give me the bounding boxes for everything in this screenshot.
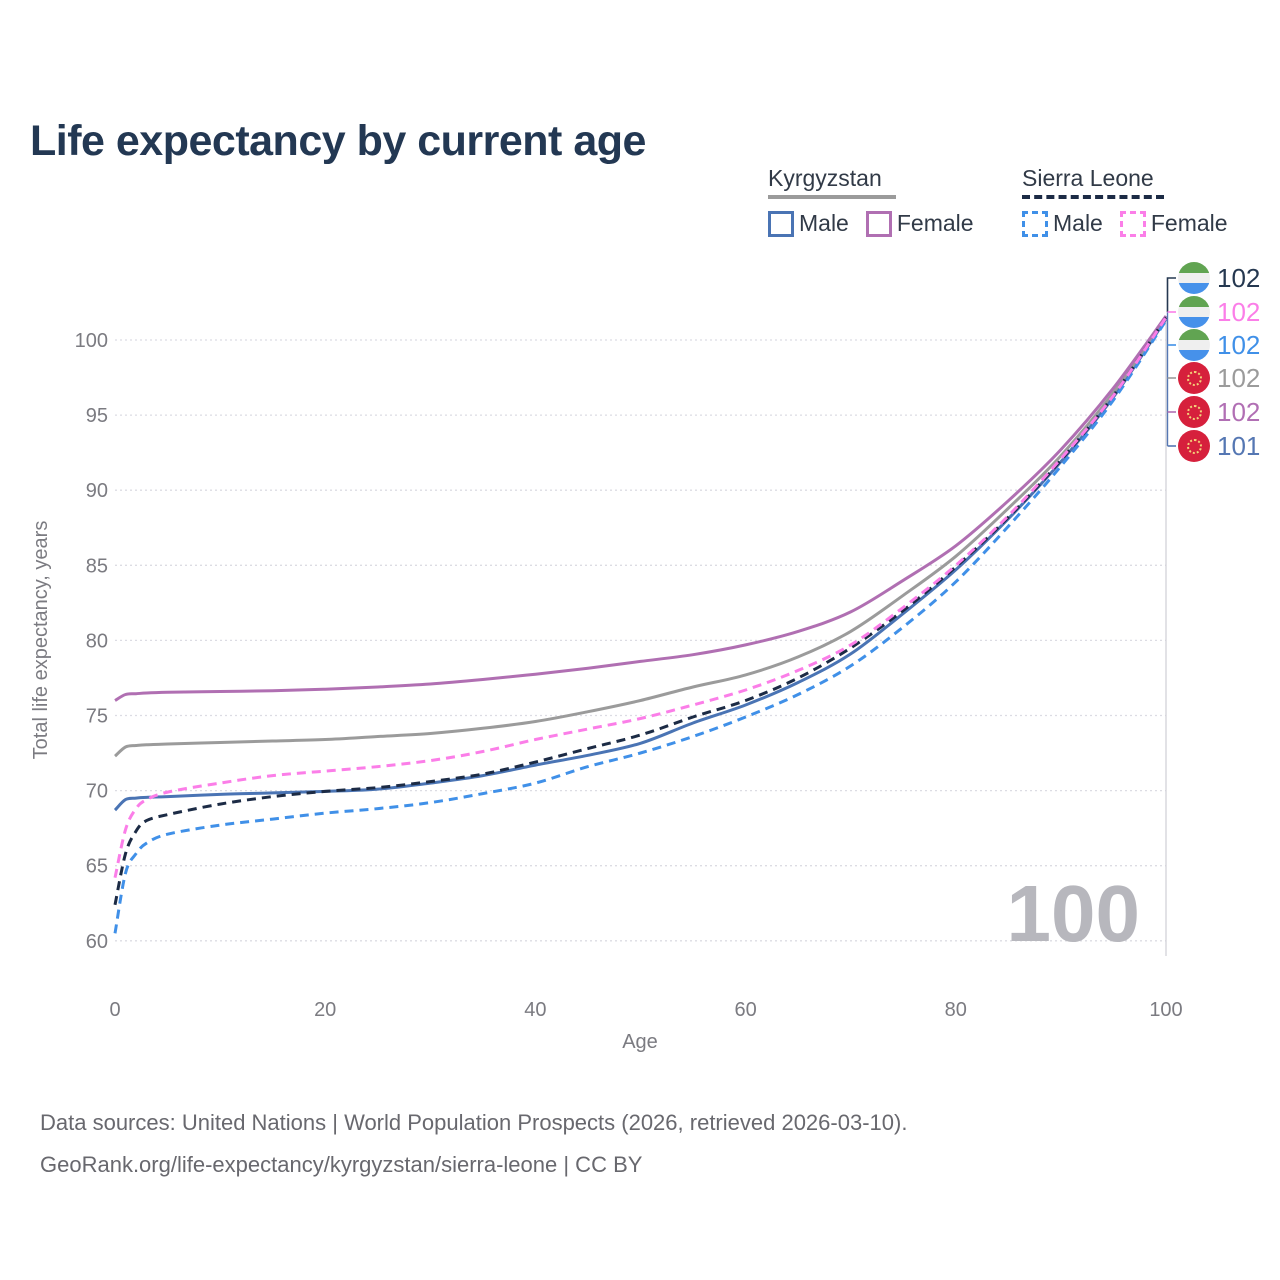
- kyrgyzstan-sun-icon: [1187, 405, 1202, 420]
- end-value-kyrgyzstan-both: 102: [1217, 362, 1261, 393]
- legend-label-sierra-leone-female: Female: [1150, 210, 1228, 236]
- kyrgyzstan-flag-icon: [1178, 396, 1210, 428]
- x-tick-80: 80: [945, 999, 967, 1021]
- y-axis-title: Total life expectancy, years: [30, 521, 52, 760]
- x-tick-0: 0: [109, 999, 120, 1021]
- y-tick-60: 60: [86, 931, 108, 953]
- kyrgyzstan-male-swatch-icon: [768, 210, 794, 237]
- sierra-leone-line-style-swatch: [1022, 195, 1164, 199]
- sierra-leone-male-swatch-icon: [1022, 210, 1048, 237]
- kyrgyzstan-sun-icon: [1187, 371, 1202, 386]
- legend-toggle-kyrgyzstan-male[interactable]: Male: [768, 210, 849, 237]
- end-label-row-sierra-leone-male[interactable]: 102: [1178, 329, 1260, 361]
- series-line-sierra-leone-both[interactable]: [113, 316, 1168, 906]
- legend-group-sierra-leone: Sierra Leone Male Female: [1022, 165, 1245, 237]
- series-line-kyrgyzstan-both[interactable]: [113, 316, 1168, 758]
- legend-label-kyrgyzstan-male: Male: [799, 210, 849, 236]
- end-label-row-kyrgyzstan-both[interactable]: 102: [1178, 362, 1260, 394]
- legend-toggle-sierra-leone-female[interactable]: Female: [1119, 210, 1228, 237]
- x-tick-60: 60: [734, 999, 756, 1021]
- end-label-row-kyrgyzstan-female[interactable]: 102: [1178, 396, 1260, 428]
- series-line-kyrgyzstan-male[interactable]: [113, 318, 1168, 812]
- end-value-kyrgyzstan-female: 102: [1217, 396, 1261, 427]
- legend-label-sierra-leone-male: Male: [1053, 210, 1103, 236]
- y-tick-85: 85: [86, 555, 108, 577]
- end-value-sierra-leone-male: 102: [1217, 329, 1261, 360]
- x-tick-100: 100: [1149, 999, 1182, 1021]
- kyrgyzstan-flag-icon: [1178, 430, 1210, 462]
- sierra-leone-female-swatch-icon: [1119, 210, 1146, 237]
- current-age-watermark: 100: [1007, 869, 1140, 958]
- data-sources-note: Data sources: United Nations | World Pop…: [40, 1110, 908, 1135]
- legend-group-kyrgyzstan: Kyrgyzstan Male Female: [768, 165, 991, 237]
- legend-toggle-kyrgyzstan-female[interactable]: Female: [865, 210, 974, 237]
- kyrgyzstan-female-swatch-icon: [865, 210, 892, 237]
- kyrgyzstan-flag-icon: [1178, 362, 1210, 394]
- series-line-kyrgyzstan-female[interactable]: [114, 315, 1168, 702]
- leader-top-bracket: [1166, 277, 1176, 312]
- end-value-sierra-leone-both: 102: [1217, 262, 1261, 293]
- x-tick-40: 40: [524, 999, 546, 1021]
- y-tick-80: 80: [86, 630, 108, 652]
- kyrgyzstan-line-style-swatch: [768, 195, 896, 199]
- end-value-kyrgyzstan-male: 101: [1217, 430, 1261, 461]
- series-line-sierra-leone-male[interactable]: [113, 319, 1168, 934]
- sierra-leone-flag-icon: [1178, 262, 1210, 294]
- legend-toggle-sierra-leone-male[interactable]: Male: [1022, 210, 1103, 237]
- legend-country-sierra-leone: Sierra Leone: [1022, 165, 1154, 191]
- y-tick-90: 90: [86, 480, 108, 502]
- x-axis-title: Age: [622, 1031, 658, 1053]
- end-label-row-sierra-leone-both[interactable]: 102: [1178, 262, 1260, 294]
- legend-country-kyrgyzstan: Kyrgyzstan: [768, 165, 882, 191]
- series-line-sierra-leone-female[interactable]: [113, 316, 1168, 879]
- attribution-link: GeoRank.org/life-expectancy/kyrgyzstan/s…: [40, 1152, 643, 1177]
- y-tick-75: 75: [86, 706, 108, 728]
- end-value-sierra-leone-female: 102: [1217, 296, 1261, 327]
- sierra-leone-flag-icon: [1178, 296, 1210, 328]
- end-label-row-sierra-leone-female[interactable]: 102: [1178, 296, 1260, 328]
- y-tick-95: 95: [86, 405, 108, 427]
- y-tick-65: 65: [86, 856, 108, 878]
- legend-label-kyrgyzstan-female: Female: [896, 210, 974, 236]
- end-label-row-kyrgyzstan-male[interactable]: 101: [1178, 430, 1260, 462]
- page-title: Life expectancy by current age: [30, 116, 646, 165]
- kyrgyzstan-sun-icon: [1187, 439, 1202, 454]
- y-tick-70: 70: [86, 781, 108, 803]
- y-tick-100: 100: [75, 330, 108, 352]
- x-tick-20: 20: [314, 999, 336, 1021]
- sierra-leone-flag-icon: [1178, 329, 1210, 361]
